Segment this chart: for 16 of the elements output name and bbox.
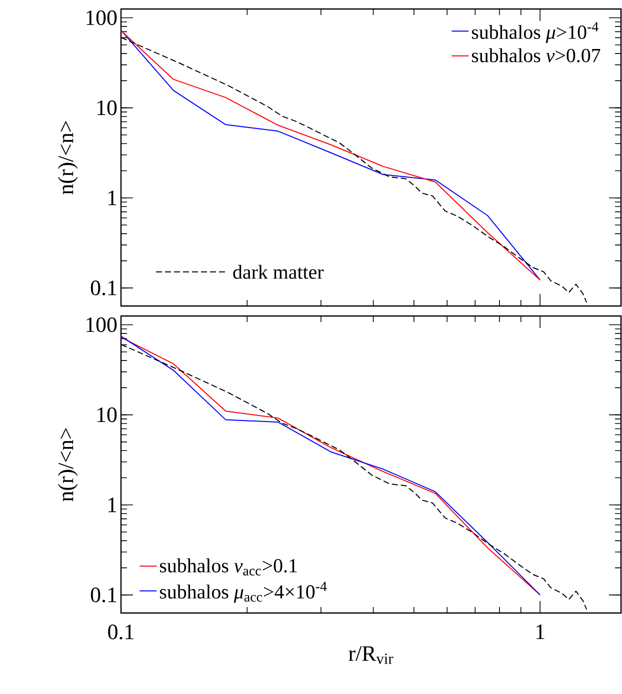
legend-label: subhalos μ$_{acc}$>4×10$^{-4}$	[160, 582, 327, 603]
legend-label: dark matter	[233, 264, 324, 279]
y-tick-label: 100	[86, 317, 117, 332]
y-axis-title: n(r)/<n>	[58, 428, 78, 502]
y-tick-label: 10	[97, 100, 117, 116]
legend-label: subhalos ν$_{acc}$>0.1	[160, 558, 297, 576]
x-axis-title: r/R$_{vir}$	[348, 646, 394, 664]
y-tick-label: 100	[86, 10, 117, 26]
y-tick-label: 0.1	[90, 280, 116, 296]
y-axis-title: n(r)/<n>	[58, 121, 78, 194]
legend-label: subhalos ν>0.07	[472, 48, 600, 62]
y-tick-label: 0.1	[90, 587, 116, 602]
legend-label: subhalos μ>10$^{-4}$	[472, 22, 598, 44]
y-tick-label: 1	[108, 498, 116, 512]
y-tick-label: 1	[108, 190, 116, 206]
y-tick-label: 10	[97, 407, 117, 422]
